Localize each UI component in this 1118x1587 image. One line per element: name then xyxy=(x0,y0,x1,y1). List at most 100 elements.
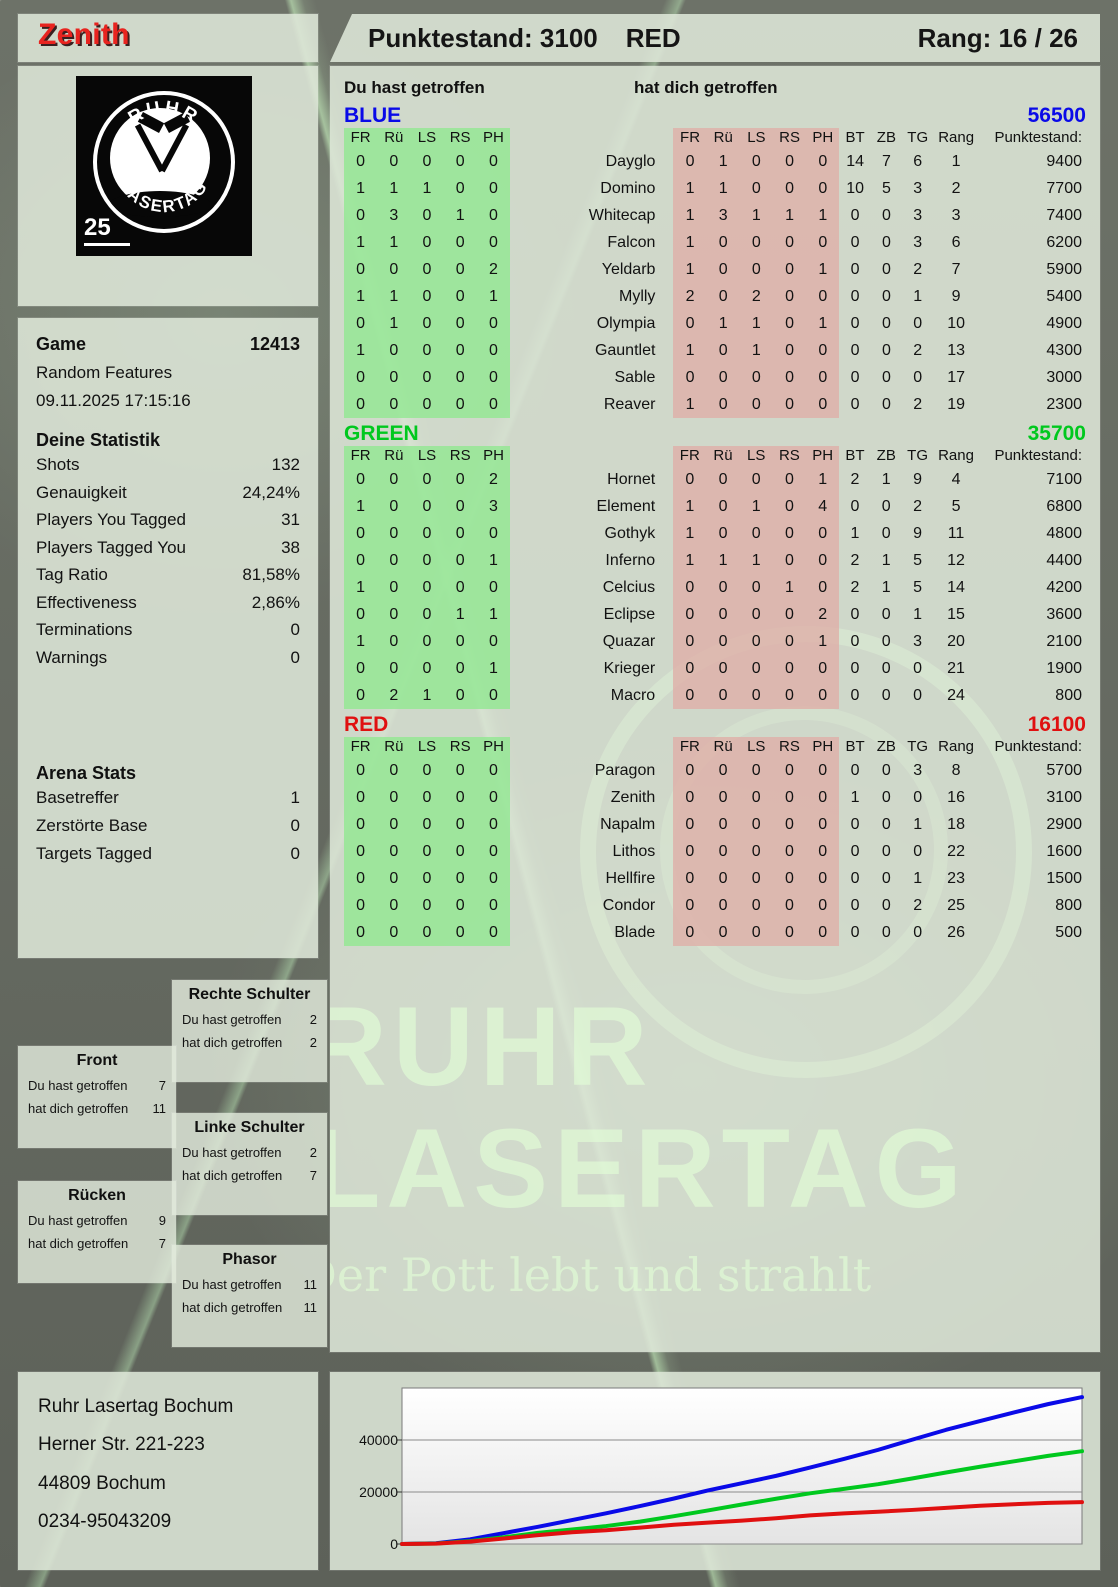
table-row[interactable]: 0 3 0 1 0 Whitecap 1 3 1 1 1 0 0 3 3 7400 xyxy=(344,202,1086,229)
table-row[interactable]: 0 1 0 0 0 Olympia 0 1 1 0 1 0 0 0 10 4900 xyxy=(344,310,1086,337)
table-row[interactable]: 0 0 0 0 0 Condor 0 0 0 0 0 0 0 2 25 800 xyxy=(344,892,1086,919)
cell-zb: 0 xyxy=(881,341,891,359)
cell-bt: 0 xyxy=(850,260,860,278)
cell-them-RS: 0 xyxy=(772,892,807,919)
cell-them-PH: 2 xyxy=(806,601,840,628)
cell-you-FR: 1 xyxy=(344,628,378,655)
table-row[interactable]: 1 0 0 0 0 Celcius 0 0 0 1 0 2 1 5 14 4200 xyxy=(344,574,1086,601)
cell-them-FR: 0 xyxy=(673,364,707,391)
cell-you-LS: 0 xyxy=(410,655,444,682)
table-row[interactable]: 0 0 0 0 2 Yeldarb 1 0 0 0 1 0 0 2 7 5900 xyxy=(344,256,1086,283)
col-them-PH: PH xyxy=(806,446,840,466)
cell-you-LS: 0 xyxy=(410,919,444,946)
cell-zb: 0 xyxy=(881,815,891,833)
cell-you-LS: 0 xyxy=(410,757,444,784)
bodypart-title: Linke Schulter xyxy=(194,1119,305,1136)
table-row[interactable]: 0 0 0 1 1 Eclipse 0 0 0 0 2 0 0 1 15 3600 xyxy=(344,601,1086,628)
cell-you-PH: 0 xyxy=(476,838,511,865)
stat-row: Genauigkeit 24,24% xyxy=(36,479,300,507)
cell-them-LS: 0 xyxy=(739,256,773,283)
cell-them-LS: 0 xyxy=(739,148,773,175)
cell-them-LS: 0 xyxy=(739,175,773,202)
col-TG: TG xyxy=(907,129,929,146)
arena-value: 0 xyxy=(290,816,300,835)
cell-score: 5900 xyxy=(1046,260,1082,278)
bodypart-title: Front xyxy=(76,1052,118,1069)
stat-label: Warnings xyxy=(36,647,108,667)
cell-you-Rü: 0 xyxy=(377,838,411,865)
cell-zb: 1 xyxy=(881,551,891,569)
table-row[interactable]: 1 0 0 0 0 Quazar 0 0 0 0 1 0 0 3 20 2100 xyxy=(344,628,1086,655)
cell-you-Rü: 0 xyxy=(377,520,411,547)
cell-them-RS: 0 xyxy=(772,784,807,811)
table-row[interactable]: 0 0 0 0 1 Krieger 0 0 0 0 0 0 0 0 21 1900 xyxy=(344,655,1086,682)
table-row[interactable]: 0 0 0 0 0 Blade 0 0 0 0 0 0 0 0 26 500 xyxy=(344,919,1086,946)
cell-them-RS: 0 xyxy=(772,547,807,574)
table-row[interactable]: 0 0 0 0 0 Sable 0 0 0 0 0 0 0 0 17 3000 xyxy=(344,364,1086,391)
cell-them-RS: 0 xyxy=(772,466,807,493)
cell-score: 4900 xyxy=(1046,314,1082,332)
team-table-blue: FR Rü LS RS PH FR Rü LS RS PH BT ZB TG Rang Punktestan… xyxy=(344,128,1086,418)
cell-them-Rü: 0 xyxy=(706,493,740,520)
col-them-LS: LS xyxy=(739,128,773,148)
table-row[interactable]: 0 0 0 0 0 Dayglo 0 1 0 0 0 14 7 6 1 9400 xyxy=(344,148,1086,175)
cell-tg: 0 xyxy=(913,659,923,677)
table-row[interactable]: 1 0 0 0 3 Element 1 0 1 0 4 0 0 2 5 6800 xyxy=(344,493,1086,520)
stats-list: Shots 132 Genauigkeit 24,24% Players You Tag… xyxy=(36,451,300,671)
cell-you-FR: 0 xyxy=(344,466,378,493)
table-row[interactable]: 1 1 0 0 0 Falcon 1 0 0 0 0 0 0 3 6 6200 xyxy=(344,229,1086,256)
cell-rang: 20 xyxy=(947,632,965,650)
cell-them-RS: 0 xyxy=(772,283,807,310)
table-row[interactable]: 0 0 0 0 0 Hellfire 0 0 0 0 0 0 0 1 23 1500 xyxy=(344,865,1086,892)
cell-them-Rü: 0 xyxy=(706,784,740,811)
col-them-Rü: Rü xyxy=(706,446,740,466)
cell-bt: 0 xyxy=(850,233,860,251)
cell-bt: 0 xyxy=(850,287,860,305)
team-name: RED xyxy=(344,713,389,736)
col-you-Rü: Rü xyxy=(377,446,411,466)
cell-you-Rü: 0 xyxy=(377,337,411,364)
table-row[interactable]: 0 2 1 0 0 Macro 0 0 0 0 0 0 0 0 24 800 xyxy=(344,682,1086,709)
cell-player-name: Domino xyxy=(600,179,656,197)
table-row[interactable]: 1 1 1 0 0 Domino 1 1 0 0 0 10 5 3 2 7700 xyxy=(344,175,1086,202)
cell-you-Rü: 3 xyxy=(377,202,411,229)
table-row[interactable]: 1 1 0 0 1 Mylly 2 0 2 0 0 0 0 1 9 5400 xyxy=(344,283,1086,310)
cell-you-LS: 0 xyxy=(410,811,444,838)
cell-score: 5400 xyxy=(1046,287,1082,305)
table-row[interactable]: 0 0 0 0 0 Zenith 0 0 0 0 0 1 0 0 16 3100 xyxy=(344,784,1086,811)
cell-you-LS: 0 xyxy=(410,838,444,865)
cell-you-Rü: 1 xyxy=(377,175,411,202)
team-table-red: FR Rü LS RS PH FR Rü LS RS PH BT ZB TG Rang Punktestan… xyxy=(344,737,1086,946)
bodypart-hitby-row: hat dich getroffen 11 xyxy=(28,1101,166,1116)
cell-you-Rü: 0 xyxy=(377,784,411,811)
cell-rang: 11 xyxy=(947,524,965,542)
stat-row: Shots 132 xyxy=(36,451,300,479)
cell-score: 1900 xyxy=(1046,659,1082,677)
cell-bt: 0 xyxy=(850,842,860,860)
table-row[interactable]: 0 0 0 0 0 Napalm 0 0 0 0 0 0 0 1 18 2900 xyxy=(344,811,1086,838)
table-row[interactable]: 0 0 0 0 1 Inferno 1 1 1 0 0 2 1 5 12 4400 xyxy=(344,547,1086,574)
cell-you-RS: 0 xyxy=(443,283,477,310)
table-row[interactable]: 0 0 0 0 0 Paragon 0 0 0 0 0 0 0 3 8 5700 xyxy=(344,757,1086,784)
cell-tg: 5 xyxy=(913,578,923,596)
chart-y-tick-label: 40000 xyxy=(359,1432,398,1448)
cell-them-PH: 1 xyxy=(806,466,840,493)
table-row[interactable]: 1 0 0 0 0 Gauntlet 1 0 1 0 0 0 0 2 13 4300 xyxy=(344,337,1086,364)
cell-zb: 0 xyxy=(881,314,891,332)
cell-score: 2100 xyxy=(1046,632,1082,650)
table-row[interactable]: 0 0 0 0 2 Hornet 0 0 0 0 1 2 1 9 4 7100 xyxy=(344,466,1086,493)
scoreboard-panel: RUHR LASERTAG Der Pott lebt und strahlt … xyxy=(330,66,1100,1352)
cell-score: 3600 xyxy=(1046,605,1082,623)
cell-you-FR: 0 xyxy=(344,655,378,682)
watermark-tagline: Der Pott lebt und strahlt xyxy=(330,1248,872,1302)
table-row[interactable]: 0 0 0 0 0 Lithos 0 0 0 0 0 0 0 0 22 1600 xyxy=(344,838,1086,865)
cell-score: 800 xyxy=(1055,686,1082,704)
stat-row: Warnings 0 xyxy=(36,644,300,672)
bodypart-hitby-label: hat dich getroffen xyxy=(28,1236,129,1251)
table-row[interactable]: 0 0 0 0 0 Gothyk 1 0 0 0 0 1 0 9 11 4800 xyxy=(344,520,1086,547)
bodypart-hitby-row: hat dich getroffen 7 xyxy=(28,1236,166,1251)
cell-bt: 0 xyxy=(850,923,860,941)
cell-them-FR: 1 xyxy=(673,391,707,418)
cell-them-Rü: 0 xyxy=(706,628,740,655)
table-row[interactable]: 0 0 0 0 0 Reaver 1 0 0 0 0 0 0 2 19 2300 xyxy=(344,391,1086,418)
